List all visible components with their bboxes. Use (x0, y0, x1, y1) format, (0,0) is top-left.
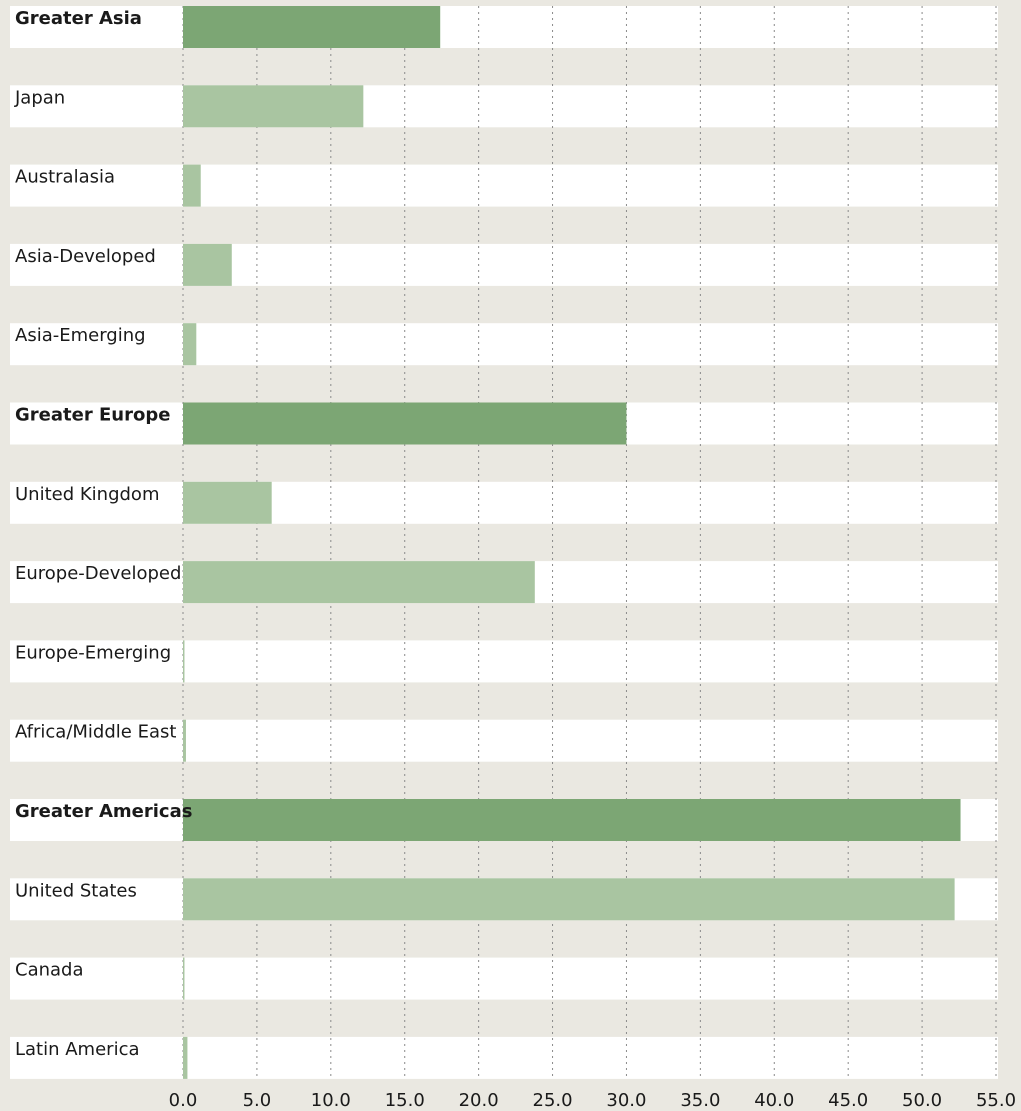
row-background (10, 1036, 998, 1079)
bar (183, 957, 185, 1000)
x-tick-label: 10.0 (311, 1090, 351, 1111)
x-tick-label: 45.0 (828, 1090, 868, 1111)
category-label: Australasia (15, 167, 115, 188)
x-tick-label: 50.0 (902, 1090, 942, 1111)
x-tick-label: 0.0 (169, 1090, 198, 1111)
category-label: Greater Americas (15, 801, 192, 822)
category-label: Greater Europe (15, 405, 170, 426)
bar (183, 481, 272, 524)
row-background (10, 957, 998, 1000)
category-label: Canada (15, 960, 84, 981)
x-tick-label: 15.0 (385, 1090, 425, 1111)
row-background (10, 85, 998, 128)
x-tick-label: 40.0 (754, 1090, 794, 1111)
x-tick-label: 55.0 (976, 1090, 1016, 1111)
x-tick-label: 5.0 (243, 1090, 272, 1111)
row-background (10, 481, 998, 524)
category-label: Asia-Developed (15, 246, 156, 267)
bar (183, 6, 441, 48)
category-label: Europe-Emerging (15, 642, 171, 663)
bar (183, 719, 186, 762)
bar (183, 164, 201, 207)
bar (183, 799, 961, 841)
row-background (10, 323, 998, 366)
category-label: Africa/Middle East (15, 722, 176, 743)
category-label: United States (15, 880, 137, 901)
category-label: United Kingdom (15, 484, 159, 505)
row-background (10, 719, 998, 762)
row-background (10, 6, 998, 48)
category-label: Japan (14, 87, 65, 108)
bar (183, 323, 197, 366)
bar (183, 561, 535, 604)
x-tick-label: 20.0 (459, 1090, 499, 1111)
bar (183, 85, 364, 128)
bar (183, 402, 627, 445)
bar (183, 640, 185, 683)
x-tick-label: 30.0 (606, 1090, 646, 1111)
category-label: Asia-Emerging (15, 325, 146, 346)
row-background (10, 243, 998, 286)
x-tick-label: 35.0 (680, 1090, 720, 1111)
row-background (10, 640, 998, 683)
bar (183, 243, 232, 286)
x-tick-label: 25.0 (533, 1090, 573, 1111)
category-label: Europe-Developed (15, 563, 181, 584)
category-label: Latin America (15, 1039, 140, 1060)
row-background (10, 164, 998, 207)
bar (183, 878, 955, 921)
bar (183, 1036, 188, 1079)
category-label: Greater Asia (15, 8, 142, 29)
